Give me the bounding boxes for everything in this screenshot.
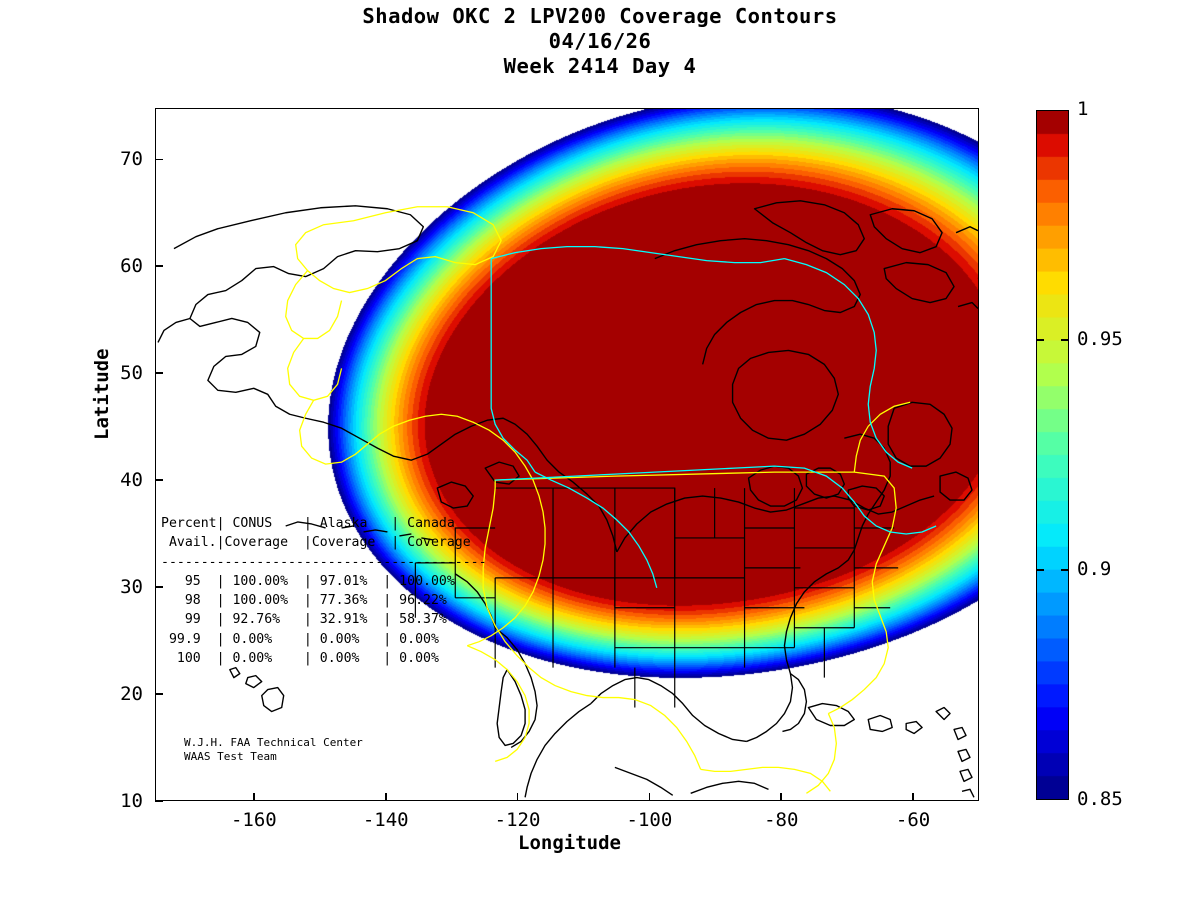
colorbar-tick-label: 0.95 <box>1077 328 1123 350</box>
table-row: 98 | 100.00% | 77.36% | 96.22% <box>161 593 447 609</box>
table-row: 99.9 | 0.00% | 0.00% | 0.00% <box>161 631 439 647</box>
y-tick-label: 30 <box>120 576 143 599</box>
chart-title-block: Shadow OKC 2 LPV200 Coverage Contours 04… <box>0 4 1200 79</box>
table-row: 99 | 92.76% | 32.91% | 58.37% <box>161 612 447 628</box>
credit-text: W.J.H. FAA Technical Center WAAS Test Te… <box>184 736 363 764</box>
y-tick-mark <box>155 265 163 268</box>
y-tick-mark <box>155 158 163 161</box>
fir-boundary-yellow <box>285 206 911 794</box>
x-tick-mark <box>780 793 783 801</box>
y-tick-label: 40 <box>120 469 143 492</box>
colorbar-gradient <box>1037 111 1068 799</box>
colorbar-tick-mark <box>1036 339 1044 341</box>
colorbar-tick-mark <box>1036 569 1044 571</box>
y-tick-mark <box>155 693 163 695</box>
y-tick-mark <box>155 586 163 588</box>
colorbar-tick-label: 0.9 <box>1077 558 1112 580</box>
colorbar-tick-mark <box>1061 339 1069 341</box>
x-tick-mark <box>912 793 914 801</box>
x-tick-label: -120 <box>494 809 541 831</box>
y-tick-mark <box>155 479 163 481</box>
colorbar-tick-mark <box>1061 569 1069 571</box>
table-row: 95 | 100.00% | 97.01% | 100.00% <box>161 573 455 589</box>
fir-boundary-cyan <box>490 246 937 589</box>
state-boundaries <box>414 487 899 708</box>
x-tick-label: -60 <box>895 809 931 831</box>
coverage-contour-field <box>156 109 978 800</box>
y-tick-mark <box>155 372 163 375</box>
x-tick-mark <box>516 793 519 801</box>
credit-line-1: W.J.H. FAA Technical Center <box>184 736 363 749</box>
title-line-3: Week 2414 Day 4 <box>503 54 697 78</box>
table-separator: ----------------------------------------… <box>161 554 487 570</box>
title-line-1: Shadow OKC 2 LPV200 Coverage Contours <box>362 4 838 28</box>
y-tick-label: 60 <box>120 255 143 278</box>
table-row: 100 | 0.00% | 0.00% | 0.00% <box>161 651 439 667</box>
y-tick-mark <box>155 800 163 802</box>
x-tick-label: -140 <box>362 809 409 831</box>
y-tick-label: 50 <box>120 362 143 385</box>
credit-line-2: WAAS Test Team <box>184 750 277 763</box>
coverage-stats-table: Percent| CONUS | Alaska | Canada Avail.|… <box>161 514 487 668</box>
y-tick-label: 10 <box>120 790 143 812</box>
x-tick-label: -100 <box>626 809 673 831</box>
x-tick-mark <box>253 793 255 801</box>
x-tick-mark <box>648 793 651 801</box>
title-line-2: 04/16/26 <box>548 29 652 53</box>
y-tick-label: 70 <box>120 148 143 171</box>
colorbar-tick-label: 0.85 <box>1077 788 1123 810</box>
x-axis-title: Longitude <box>518 832 621 854</box>
y-tick-label: 20 <box>120 683 143 706</box>
x-tick-label: -80 <box>764 809 799 831</box>
coverage-map-plot <box>155 108 979 801</box>
map-overlay <box>157 200 978 798</box>
coastlines <box>157 200 978 798</box>
table-header-row: Avail.|Coverage |Coverage | Coverage <box>161 535 471 551</box>
x-tick-mark <box>384 793 387 801</box>
x-tick-label: -160 <box>230 809 277 831</box>
y-axis-title: Latitude <box>91 348 113 440</box>
table-header-row: Percent| CONUS | Alaska | Canada <box>161 516 455 531</box>
colorbar <box>1036 110 1069 800</box>
colorbar-tick-label: 1 <box>1077 98 1089 120</box>
